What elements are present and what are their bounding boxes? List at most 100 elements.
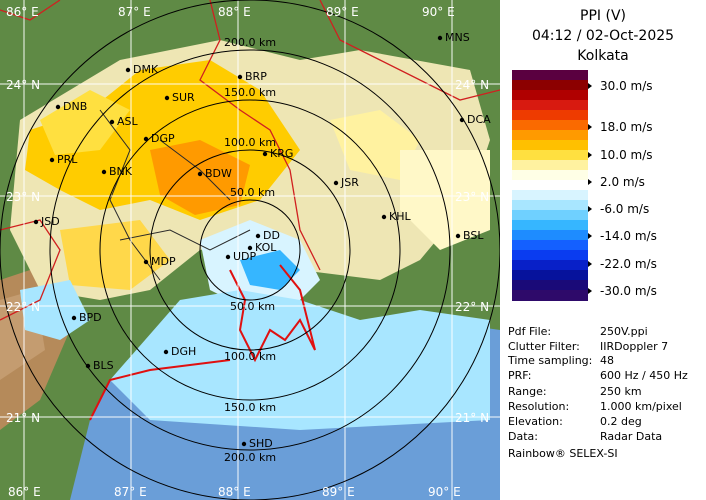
colorbar-swatch [512,290,588,301]
station-label: PRL [57,153,78,166]
echo-pale-2 [400,150,490,250]
lon-label: 90° E [428,485,461,499]
legend-panel: PPI (V) 04:12 / 02-Oct-2025 Kolkata 30.0… [500,0,706,500]
colorbar-swatch [512,200,588,211]
scale-label: -30.0 m/s [588,284,657,298]
colorbar-swatch [512,110,588,121]
colorbar-swatch [512,100,588,111]
range-rings [0,0,500,500]
station-marker [143,259,149,265]
scale-label: 18.0 m/s [588,120,653,134]
lon-label: 87° E [114,485,147,499]
meta-row: Range: 250 km [508,385,642,398]
station-label: KHL [389,210,411,223]
range-label: 150.0 km [224,86,277,99]
station-label: JSD [41,215,60,228]
lat-label: 21° N [6,411,41,425]
station-label: ASL [117,115,138,128]
station-marker [247,245,253,251]
station-marker [71,315,77,321]
station-marker [459,117,465,123]
station-marker [33,219,39,225]
state-border-n [0,0,61,21]
meta-row: PRF: 600 Hz / 450 Hz [508,369,688,382]
colorbar-swatch [512,130,588,141]
station-marker [109,119,115,125]
scale-label: -22.0 m/s [588,257,657,271]
colorbar-swatch [512,210,588,221]
lon-label: 86° E [6,5,39,19]
range-label: 150.0 km [224,401,277,414]
colorbar-swatch [512,180,588,191]
station-label: SHD [249,437,273,450]
lon-label: 89° E [322,485,355,499]
station-label: DGP [151,132,175,145]
colorbar-swatch [512,260,588,271]
station-label: MNS [445,31,470,44]
echo-cyan-2 [20,280,90,340]
station-label: DCA [467,113,491,126]
coastline [229,264,316,363]
border-north [319,0,500,101]
colorbar-swatch [512,280,588,291]
echo-cyan [110,290,490,430]
product-title: PPI (V) [580,8,626,24]
colorbar-swatch [512,240,588,251]
station-label: BSL [463,229,484,242]
station-marker [49,157,55,163]
station-label: BPD [79,311,102,324]
station-marker [225,254,231,260]
echo-yellow-2 [40,90,130,155]
lon-label: 86° E [8,485,41,499]
lat-label: 21° N [455,411,490,425]
station-marker [125,67,131,73]
station-marker [381,214,387,220]
range-label: 100.0 km [224,136,277,149]
range-label: 100.0 km [224,350,277,363]
colorbar-swatch [512,220,588,231]
station-marker [85,363,91,369]
colorbar-swatch [512,230,588,241]
colorbar-swatch [512,90,588,101]
lon-label: 88° E [218,485,251,499]
station-marker [333,180,339,186]
station-label: BRP [245,70,267,83]
station-marker [143,136,149,142]
colorbar-swatch [512,250,588,261]
meta-row: Time sampling: 48 [508,354,614,367]
range-label: 50.0 km [230,186,276,199]
station-label: DD [263,229,280,242]
colorbar-swatch [512,120,588,131]
range-label: 200.0 km [224,36,277,49]
station-label: BDW [205,167,232,180]
lon-label: 89° E [326,5,359,19]
station-label: BNK [109,165,132,178]
station-label: KRG [270,147,294,160]
station-title: Kolkata [577,48,629,64]
scale-label: 2.0 m/s [588,175,645,189]
scale-label: -6.0 m/s [587,202,650,216]
station-label: DMK [133,63,159,76]
colorbar-swatch [512,150,588,161]
stations-layer [33,35,465,447]
velocity-colorbar [512,70,588,301]
station-marker [262,151,268,157]
meta-row: Elevation: 0.2 deg [508,415,642,428]
echo-yellow-3 [60,220,170,290]
station-label: BLS [93,359,114,372]
range-label: 50.0 km [230,300,276,313]
station-marker [101,169,107,175]
lat-label: 22° N [455,300,490,314]
station-marker [164,95,170,101]
station-marker [55,104,61,110]
station-label: KOL [255,241,277,254]
station-label: DGH [171,345,197,358]
echo-pale [330,110,420,180]
colorbar-swatch [512,70,588,81]
colorbar-swatch [512,80,588,91]
station-label: DNB [63,100,88,113]
lat-label: 23° N [455,190,490,204]
meta-row: Pdf File: 250V.ppi [508,325,648,338]
meta-row: Resolution: 1.000 km/pixel [508,400,682,413]
coastline-west [89,359,231,421]
